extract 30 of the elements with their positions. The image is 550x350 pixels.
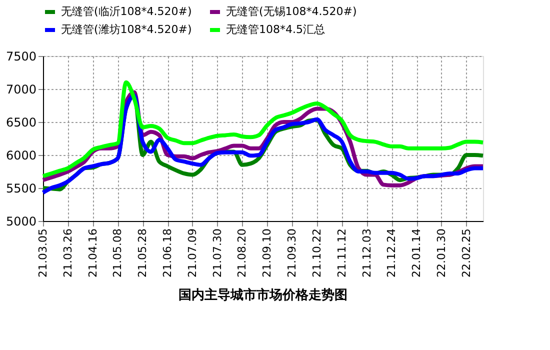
x-tick-label: 21.08.20 (236, 228, 249, 278)
x-tick-label: 21.10.22 (310, 228, 324, 278)
y-tick-label: 5500 (6, 182, 36, 196)
y-tick-label: 7500 (6, 50, 36, 64)
legend-label: 无缝管(无锡108*4.520#) (226, 5, 357, 18)
x-tick-label: 21.09.30 (286, 228, 299, 278)
x-tick-label: 21.12.24 (385, 228, 398, 278)
x-tick-label: 21.03.05 (36, 228, 50, 278)
y-tick-label: 5000 (6, 214, 36, 228)
legend-label: 无缝管(临沂108*4.520#) (61, 5, 192, 18)
x-tick-label: 21.07.30 (210, 228, 224, 278)
legend-label: 无缝管108*4.5汇总 (226, 23, 325, 36)
x-tick-label: 21.12.03 (360, 228, 374, 278)
legend-label: 无缝管(潍坊108*4.520#) (61, 23, 192, 36)
x-tick-label: 21.04.16 (86, 228, 100, 278)
x-tick-label: 21.09.10 (260, 228, 274, 278)
x-tick-label: 21.05.08 (111, 228, 124, 278)
y-tick-label: 7000 (6, 82, 36, 96)
text: 国内主导城市市场价格走势图 (178, 286, 348, 303)
x-tick-label: 22.01.30 (434, 228, 448, 278)
line-series (41, 80, 485, 178)
x-tick-label: 21.06.18 (161, 228, 174, 278)
x-tick-label: 21.07.09 (186, 228, 199, 278)
y-tick-label: 6000 (6, 148, 36, 162)
x-tick-label: 22.02.25 (460, 228, 473, 278)
y-tick-label: 6500 (6, 116, 36, 130)
x-tick-label: 21.11.12 (335, 228, 348, 278)
x-tick-label: 21.05.28 (136, 228, 150, 278)
x-tick-label: 21.03.26 (61, 228, 74, 278)
x-tick-label: 22.01.14 (410, 228, 424, 278)
